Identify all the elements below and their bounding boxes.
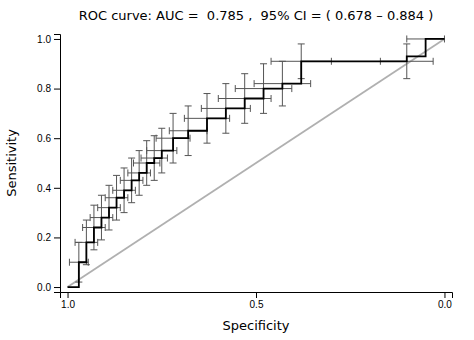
x-tick-mark xyxy=(444,292,445,298)
x-axis: 1.0 0.5 0.0 xyxy=(61,292,453,310)
x-tick-mark xyxy=(68,292,69,298)
y-tick-mark xyxy=(54,39,60,40)
x-tick: 0.5 xyxy=(250,292,264,310)
y-tick-label: 0.4 xyxy=(37,183,51,194)
y-tick-label: 0.8 xyxy=(37,83,51,94)
y-tick-label: 0.0 xyxy=(37,282,51,293)
y-axis-line xyxy=(54,35,61,293)
line xyxy=(68,39,445,287)
y-tick: 0.4 xyxy=(37,183,60,194)
y-tick: 1.0 xyxy=(37,34,60,45)
y-tick-label: 1.0 xyxy=(37,34,51,45)
y-tick-mark xyxy=(54,188,60,189)
title: ROC curve: AUC = 0.785 , 95% CI = ( 0.67… xyxy=(79,8,434,23)
y-tick: 0.6 xyxy=(37,133,60,144)
x-tick-label: 1.0 xyxy=(61,299,75,310)
error-bars xyxy=(69,35,444,282)
x-tick-label: 0.5 xyxy=(250,299,264,310)
y-tick-mark xyxy=(54,138,60,139)
y-tick-label: 0.6 xyxy=(37,133,51,144)
y-tick: 0.8 xyxy=(37,83,60,94)
y-tick-mark xyxy=(54,237,60,238)
y-tick: 0.0 xyxy=(37,282,60,293)
y-tick-label: 0.2 xyxy=(37,232,51,243)
x-axis-line xyxy=(61,293,453,299)
x-tick: 1.0 xyxy=(61,292,75,310)
line xyxy=(68,39,445,287)
y-axis-title: Sensitivity xyxy=(4,129,19,197)
x-tick-mark xyxy=(256,292,257,298)
plot-area xyxy=(68,35,445,287)
x-tick: 0.0 xyxy=(438,292,452,310)
y-tick-mark xyxy=(54,287,60,288)
chart: 1.0 0.5 0.0 0.0 0.2 0.4 0.6 0.8 1.0 ROC curve: AU… xyxy=(0,0,474,340)
x-tick-label: 0.0 xyxy=(438,299,452,310)
x-axis-title: Specificity xyxy=(223,318,290,333)
y-tick: 0.2 xyxy=(37,232,60,243)
y-axis: 0.0 0.2 0.4 0.6 0.8 1.0 xyxy=(37,34,60,293)
y-tick-mark xyxy=(54,89,60,90)
